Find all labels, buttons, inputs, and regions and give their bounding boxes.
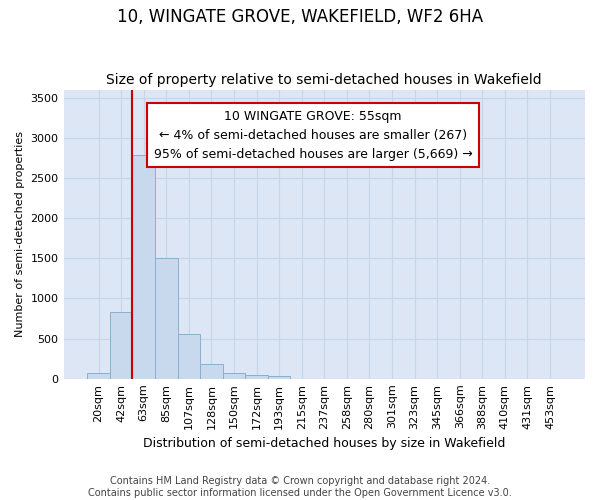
Bar	[87, 373, 110, 379]
Bar	[133, 156, 155, 379]
Title: Size of property relative to semi-detached houses in Wakefield: Size of property relative to semi-detach…	[106, 73, 542, 87]
Bar	[178, 334, 200, 379]
Bar	[245, 375, 268, 379]
Bar	[200, 364, 223, 379]
Y-axis label: Number of semi-detached properties: Number of semi-detached properties	[15, 131, 25, 337]
Text: 10 WINGATE GROVE: 55sqm
← 4% of semi-detached houses are smaller (267)
95% of se: 10 WINGATE GROVE: 55sqm ← 4% of semi-det…	[154, 110, 472, 160]
Bar	[110, 312, 133, 379]
Text: 10, WINGATE GROVE, WAKEFIELD, WF2 6HA: 10, WINGATE GROVE, WAKEFIELD, WF2 6HA	[117, 8, 483, 26]
Bar	[268, 376, 290, 379]
Bar	[223, 373, 245, 379]
X-axis label: Distribution of semi-detached houses by size in Wakefield: Distribution of semi-detached houses by …	[143, 437, 505, 450]
Text: Contains HM Land Registry data © Crown copyright and database right 2024.
Contai: Contains HM Land Registry data © Crown c…	[88, 476, 512, 498]
Bar	[155, 258, 178, 379]
